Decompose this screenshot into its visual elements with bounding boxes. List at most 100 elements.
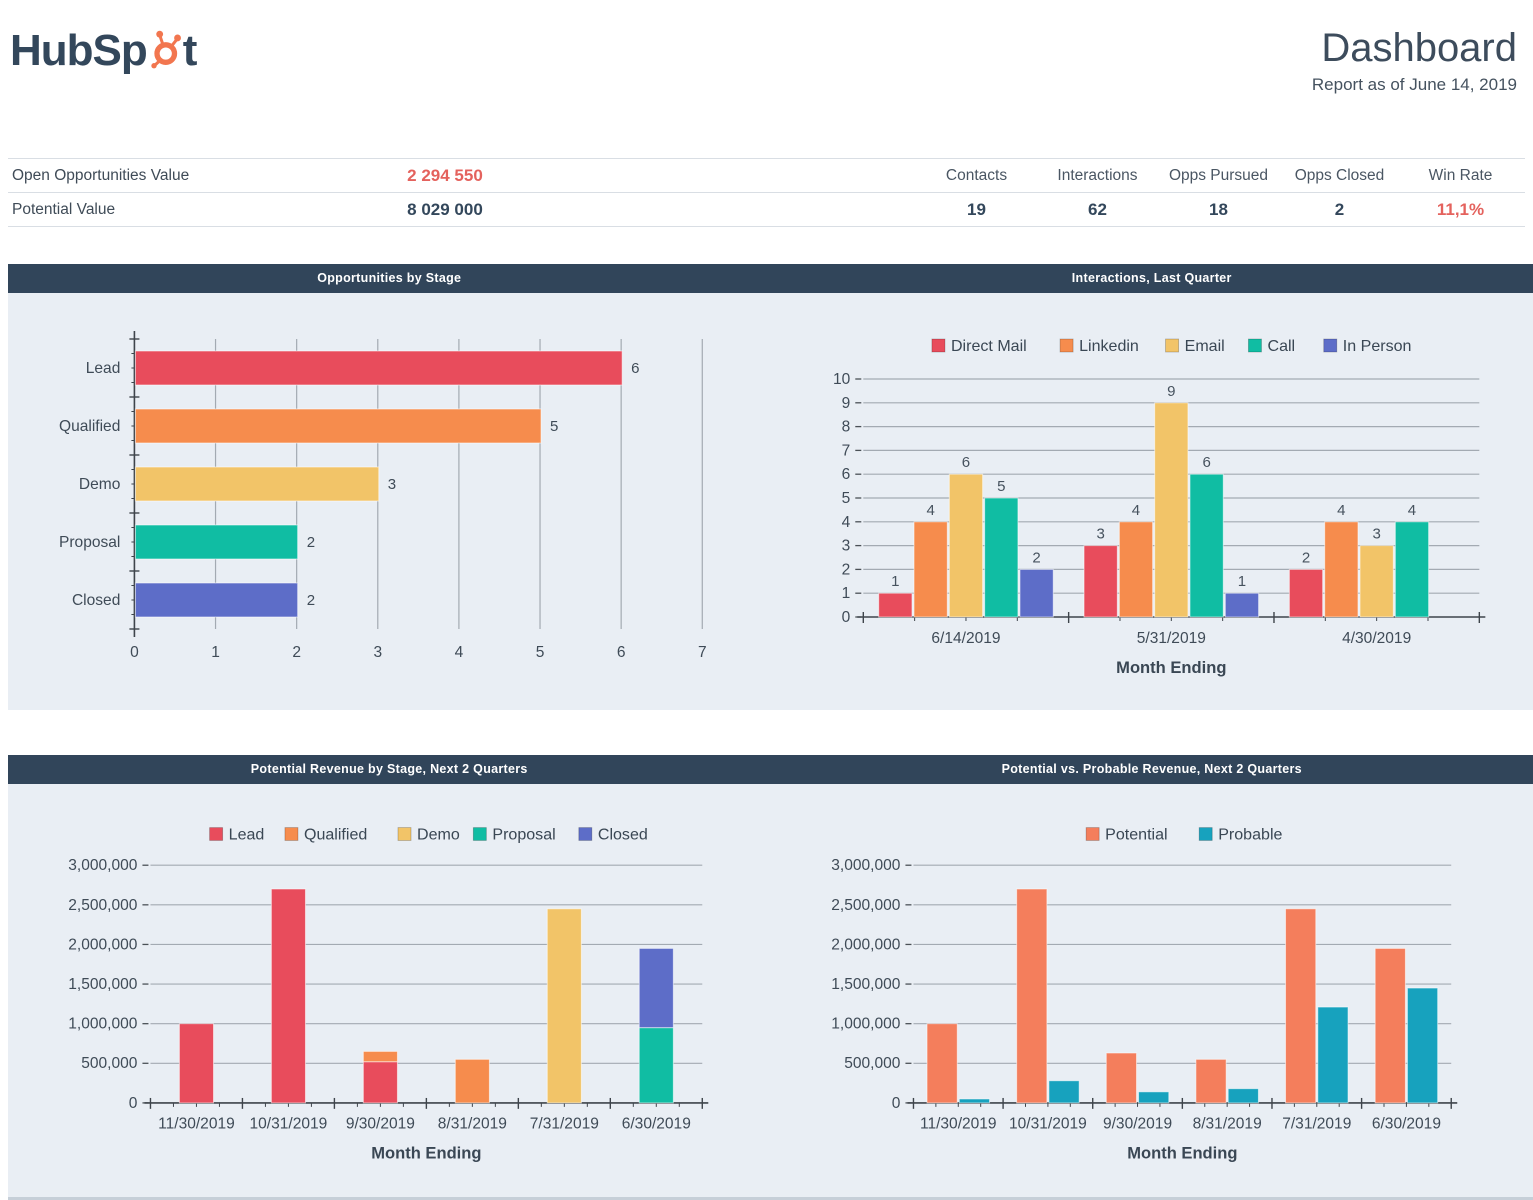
svg-text:5/31/2019: 5/31/2019: [1136, 630, 1205, 647]
svg-text:2,000,000: 2,000,000: [831, 936, 900, 953]
svg-text:7/31/2019: 7/31/2019: [530, 1116, 599, 1133]
svg-text:3: 3: [1096, 526, 1104, 543]
kpi-value-contacts: 19: [916, 193, 1037, 226]
svg-text:6: 6: [961, 454, 969, 471]
potential-value-value: 8 029 000: [360, 193, 530, 226]
svg-text:11/30/2019: 11/30/2019: [919, 1116, 996, 1133]
svg-text:2,500,000: 2,500,000: [831, 897, 900, 914]
kpi-value-opps-closed: 2: [1279, 193, 1400, 226]
top-panel-header: Opportunities by Stage Interactions, Las…: [8, 264, 1533, 294]
page-title: Dashboard: [1312, 26, 1517, 71]
hubspot-sprocket-icon: [146, 29, 184, 69]
svg-text:Direct Mail: Direct Mail: [950, 337, 1026, 355]
chart-title-interactions-last-quarter: Interactions, Last Quarter: [771, 264, 1533, 293]
svg-text:6/30/2019: 6/30/2019: [622, 1116, 691, 1133]
svg-text:11/30/2019: 11/30/2019: [158, 1116, 235, 1133]
svg-text:4: 4: [1407, 502, 1415, 519]
svg-text:Month Ending: Month Ending: [1116, 658, 1226, 677]
kpi-spacer: [530, 159, 916, 192]
svg-text:Lead: Lead: [229, 827, 265, 844]
report-title-block: Dashboard Report as of June 14, 2019: [1312, 26, 1517, 95]
potential-vs-probable-revenue-chart: PotentialProbable0500,0001,000,0001,500,…: [771, 784, 1533, 1197]
svg-text:8/31/2019: 8/31/2019: [438, 1116, 507, 1133]
logo-text-before: HubSp: [10, 26, 147, 76]
bottom-panel-body: LeadQualifiedDemoProposalClosed0500,0001…: [8, 784, 1533, 1197]
svg-text:1,500,000: 1,500,000: [831, 976, 900, 993]
svg-text:1,500,000: 1,500,000: [68, 976, 137, 993]
svg-text:0: 0: [841, 609, 850, 626]
svg-text:6: 6: [1202, 454, 1210, 471]
svg-text:5: 5: [841, 490, 850, 507]
svg-text:Month Ending: Month Ending: [371, 1144, 481, 1162]
svg-text:1,000,000: 1,000,000: [831, 1016, 900, 1033]
svg-text:5: 5: [550, 418, 558, 435]
svg-text:Probable: Probable: [1218, 827, 1282, 844]
hubspot-logo: HubSp t: [10, 26, 196, 76]
svg-text:2: 2: [307, 534, 315, 551]
svg-text:2,500,000: 2,500,000: [68, 897, 137, 914]
svg-text:Closed: Closed: [72, 592, 120, 609]
top-charts-panel: Opportunities by Stage Interactions, Las…: [8, 264, 1533, 710]
svg-text:1: 1: [1237, 573, 1245, 590]
potential-revenue-by-stage-chart: LeadQualifiedDemoProposalClosed0500,0001…: [8, 784, 771, 1197]
kpi-value-win-rate: 11,1%: [1400, 193, 1521, 226]
svg-text:4: 4: [1337, 502, 1345, 519]
svg-text:3: 3: [1372, 526, 1380, 543]
kpi-value-opps-pursued: 18: [1158, 193, 1279, 226]
kpi-header-win-rate: Win Rate: [1400, 159, 1521, 192]
kpi-header-opps-pursued: Opps Pursued: [1158, 159, 1279, 192]
svg-text:1: 1: [841, 585, 850, 602]
svg-text:Lead: Lead: [86, 360, 121, 377]
bottom-charts-panel: Potential Revenue by Stage, Next 2 Quart…: [8, 755, 1533, 1200]
svg-text:0: 0: [130, 644, 139, 661]
svg-text:0: 0: [891, 1095, 900, 1112]
top-panel-body: Lead 6 Qualified 5 Demo 3 Proposal 2 Closed 2 0 1 2 3…: [8, 293, 1533, 710]
svg-text:4: 4: [841, 514, 850, 531]
svg-text:9/30/2019: 9/30/2019: [1102, 1116, 1171, 1133]
svg-text:7/31/2019: 7/31/2019: [1282, 1116, 1351, 1133]
svg-text:6: 6: [631, 360, 639, 377]
svg-text:2: 2: [307, 592, 315, 609]
svg-text:500,000: 500,000: [844, 1055, 900, 1072]
svg-text:2: 2: [1301, 549, 1309, 566]
svg-text:6/14/2019: 6/14/2019: [931, 630, 1000, 647]
chart-title-potential-vs-probable: Potential vs. Probable Revenue, Next 2 Q…: [771, 755, 1533, 784]
svg-text:Qualified: Qualified: [304, 827, 367, 844]
svg-text:6/30/2019: 6/30/2019: [1371, 1116, 1440, 1133]
svg-text:3,000,000: 3,000,000: [831, 857, 900, 874]
svg-text:Proposal: Proposal: [492, 827, 555, 844]
open-opportunities-value: 2 294 550: [360, 159, 530, 192]
svg-text:4: 4: [455, 644, 464, 661]
svg-text:2: 2: [1032, 549, 1040, 566]
kpi-value-interactions: 62: [1037, 193, 1158, 226]
svg-text:3: 3: [388, 476, 396, 493]
svg-text:0: 0: [129, 1095, 138, 1112]
svg-text:4/30/2019: 4/30/2019: [1342, 630, 1411, 647]
svg-text:3: 3: [841, 538, 850, 555]
svg-text:7: 7: [698, 644, 707, 661]
svg-text:5: 5: [997, 478, 1005, 495]
svg-text:2: 2: [292, 644, 301, 661]
svg-text:6: 6: [841, 466, 850, 483]
svg-text:Call: Call: [1267, 337, 1295, 355]
kpi-header-opps-closed: Opps Closed: [1279, 159, 1400, 192]
chart-title-potential-revenue-by-stage: Potential Revenue by Stage, Next 2 Quart…: [8, 755, 771, 784]
open-opportunities-label: Open Opportunities Value: [8, 159, 360, 192]
svg-text:Qualified: Qualified: [59, 418, 120, 435]
svg-text:Demo: Demo: [79, 476, 120, 493]
dashboard-page: HubSp t Dashboard Report as of June 14, …: [0, 0, 1533, 1200]
logo-text-after: t: [183, 26, 197, 76]
svg-text:6: 6: [617, 644, 626, 661]
kpi-row-1: Open Opportunities Value 2 294 550 Conta…: [8, 159, 1525, 193]
svg-text:9: 9: [1167, 383, 1175, 400]
opportunities-by-stage-chart: Lead6Qualified5Demo3Proposal2Closed20123…: [8, 293, 771, 710]
kpi-header-interactions: Interactions: [1037, 159, 1158, 192]
svg-text:3,000,000: 3,000,000: [68, 857, 137, 874]
svg-text:10: 10: [832, 371, 850, 388]
svg-text:2,000,000: 2,000,000: [68, 936, 137, 953]
svg-text:1,000,000: 1,000,000: [68, 1016, 137, 1033]
svg-text:5: 5: [536, 644, 545, 661]
svg-text:Proposal: Proposal: [59, 534, 120, 551]
kpi-row-2: Potential Value 8 029 000 19 62 18 2 11,…: [8, 193, 1525, 227]
svg-text:Month Ending: Month Ending: [1127, 1144, 1237, 1162]
